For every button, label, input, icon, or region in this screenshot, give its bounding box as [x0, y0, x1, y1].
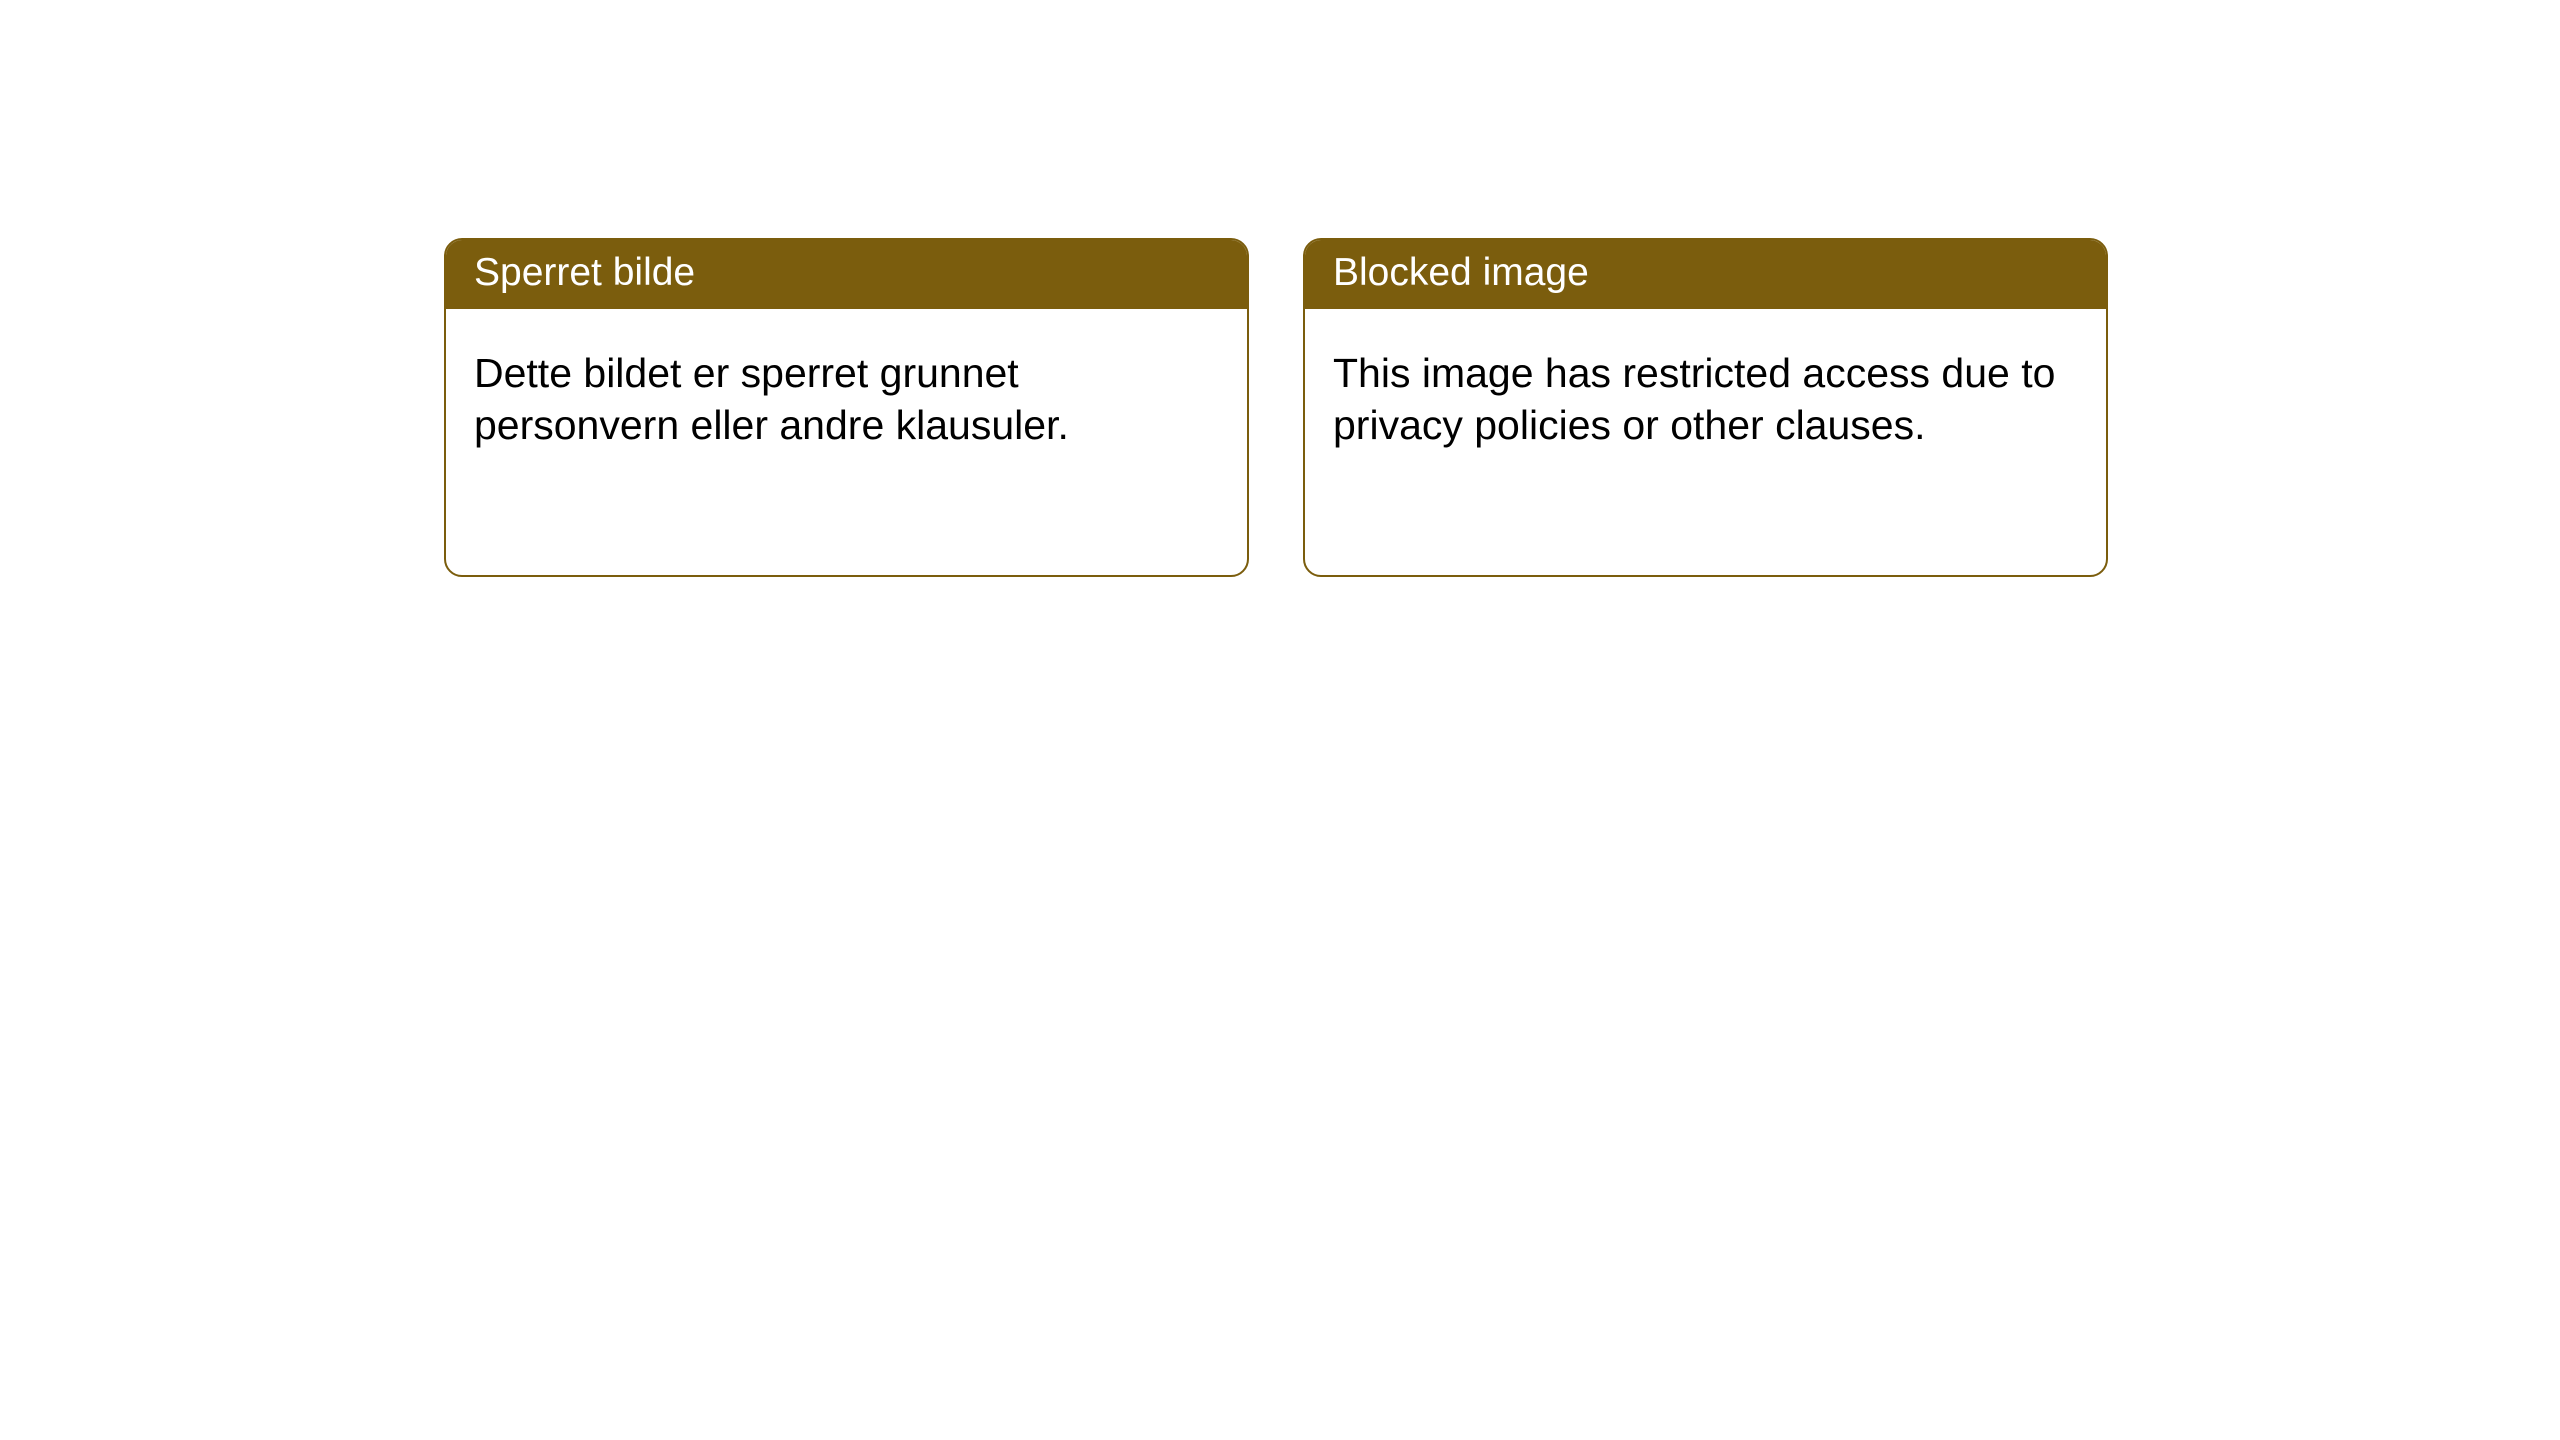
notice-title: Blocked image: [1305, 240, 2106, 309]
notice-body: Dette bildet er sperret grunnet personve…: [446, 309, 1247, 480]
notice-container: Sperret bilde Dette bildet er sperret gr…: [0, 0, 2560, 577]
notice-card-english: Blocked image This image has restricted …: [1303, 238, 2108, 577]
notice-card-norwegian: Sperret bilde Dette bildet er sperret gr…: [444, 238, 1249, 577]
notice-title: Sperret bilde: [446, 240, 1247, 309]
notice-body: This image has restricted access due to …: [1305, 309, 2106, 480]
